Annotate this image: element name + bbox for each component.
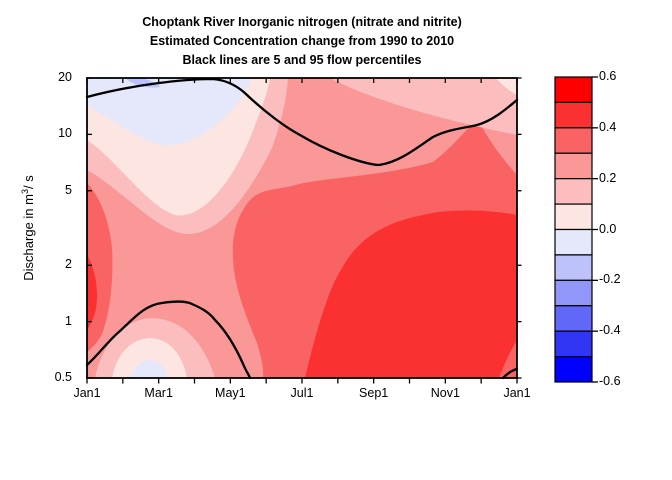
colorbar-tick-label: 0.4 [599, 119, 617, 134]
percentile-5-line-right [501, 367, 519, 380]
colorbar-cell [554, 203, 593, 231]
colorbar-tick-label: -0.2 [599, 272, 621, 287]
colorbar-cell [554, 254, 593, 281]
y-tick-label: 0.5 [54, 370, 72, 384]
colorbar-cell [554, 152, 593, 180]
colorbar-tick-label: 0.2 [599, 170, 617, 185]
colorbar-cell [554, 101, 593, 129]
colorbar-tick-label: -0.6 [599, 374, 621, 388]
colorbar-cell [554, 178, 593, 205]
contour-bands [87, 78, 518, 378]
x-tick-label: Jan1 [503, 386, 531, 400]
axis-ticks [86, 76, 598, 384]
flow-percentile-lines [85, 77, 519, 380]
colorbar-cell [554, 228, 593, 256]
chart-title-line1: Choptank River Inorganic nitrogen (nitra… [142, 15, 462, 29]
chart-title: Choptank River Inorganic nitrogen (nitra… [87, 13, 517, 70]
colorbar-cell [554, 279, 593, 307]
colorbar-cell [554, 76, 593, 104]
y-tick-label: 1 [65, 313, 72, 328]
chart-title-line3: Black lines are 5 and 95 flow percentile… [182, 53, 422, 67]
x-tick-label: Sep1 [359, 386, 389, 400]
x-tick-label: Jan1 [73, 386, 101, 400]
colorbar-tick-label: -0.4 [599, 323, 621, 338]
x-tick-label: Mar1 [144, 386, 173, 400]
x-tick-label: Jul1 [290, 386, 314, 400]
colorbar-tick-label: 0.0 [599, 221, 617, 236]
colorbar-cell [554, 127, 593, 154]
percentile-5-line [85, 300, 252, 380]
percentile-95-line [85, 77, 519, 167]
colorbar-cell [554, 355, 593, 383]
y-tick-label: 5 [65, 182, 72, 197]
x-tick-label: May1 [215, 386, 246, 400]
colorbar [554, 76, 593, 383]
x-tick-label: Nov1 [430, 386, 460, 400]
chart-title-line2: Estimated Concentration change from 1990… [149, 34, 455, 48]
y-tick-label: 2 [65, 257, 72, 272]
colorbar-cell [554, 305, 593, 332]
colorbar-cell [554, 330, 593, 358]
colorbar-tick-label: 0.6 [599, 69, 617, 83]
y-tick-label: 20 [58, 70, 72, 84]
y-tick-label: 10 [58, 126, 72, 141]
